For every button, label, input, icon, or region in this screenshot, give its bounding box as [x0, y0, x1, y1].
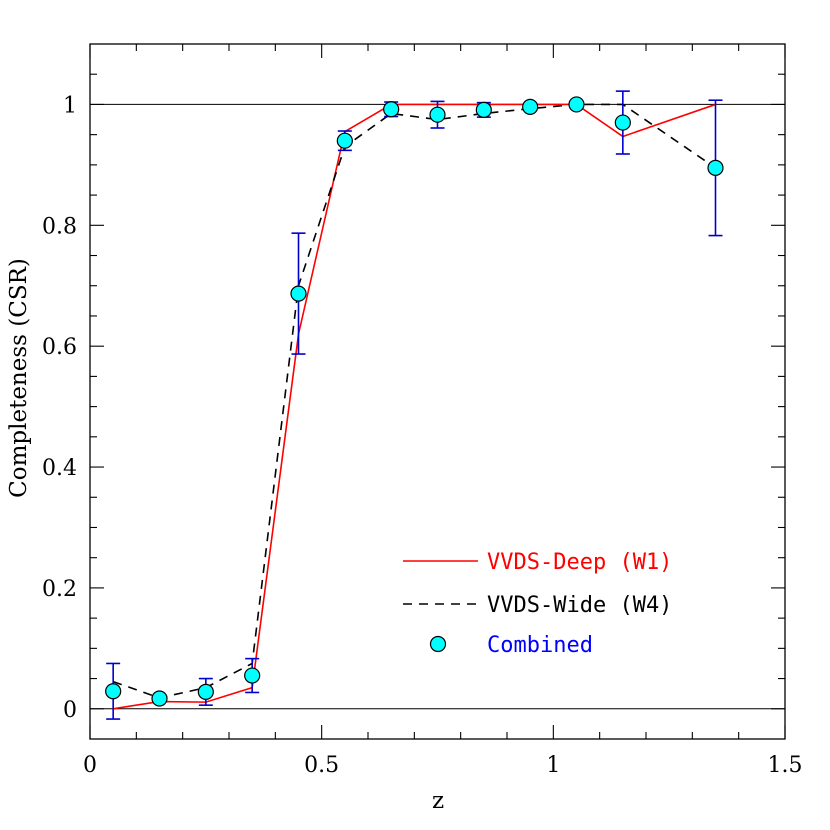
data-point — [614, 114, 631, 131]
data-point — [383, 101, 400, 118]
legend-marker-combined — [429, 635, 447, 653]
y-tick-label: 0.8 — [42, 214, 77, 239]
legend: VVDS-Deep (W1) VVDS-Wide (W4) Combined — [403, 550, 672, 658]
y-axis-label: Completeness (CSR) — [6, 258, 32, 498]
y-tick-label: 1 — [63, 93, 77, 118]
error-bars — [106, 90, 723, 720]
combined-markers — [105, 96, 724, 707]
legend-label-deep: VVDS-Deep (W1) — [487, 550, 672, 575]
y-tick-label: 0.2 — [42, 577, 77, 602]
series-lines — [112, 103, 716, 710]
y-tick-label: 0 — [63, 698, 77, 723]
data-point — [475, 101, 492, 118]
data-point — [197, 683, 214, 700]
x-tick-label: 0 — [83, 753, 97, 778]
x-tick-label: 1.5 — [768, 753, 803, 778]
data-point — [244, 667, 261, 684]
plot-frame — [89, 43, 786, 740]
data-point — [522, 98, 539, 115]
series-line-vvds-deep-w1 — [113, 103, 716, 710]
y-tick-label: 0.6 — [42, 335, 77, 360]
legend-label-combined: Combined — [487, 633, 593, 658]
axis-ticks — [89, 44, 786, 739]
x-axis-label: z — [432, 788, 444, 814]
data-point — [429, 106, 446, 123]
legend-label-wide: VVDS-Wide (W4) — [487, 593, 672, 618]
x-tick-label: 0.5 — [304, 753, 339, 778]
data-point — [105, 683, 122, 700]
data-point — [336, 132, 353, 149]
tick-labels: 0 0.5 1 1.5 0 0.2 0.4 0.6 0.8 1 — [42, 93, 803, 778]
data-point — [151, 690, 168, 707]
data-point — [290, 285, 307, 302]
data-point — [568, 96, 585, 113]
y-tick-label: 0.4 — [42, 456, 77, 481]
data-point — [707, 159, 724, 176]
reference-lines — [90, 103, 785, 710]
x-tick-label: 1 — [546, 753, 560, 778]
